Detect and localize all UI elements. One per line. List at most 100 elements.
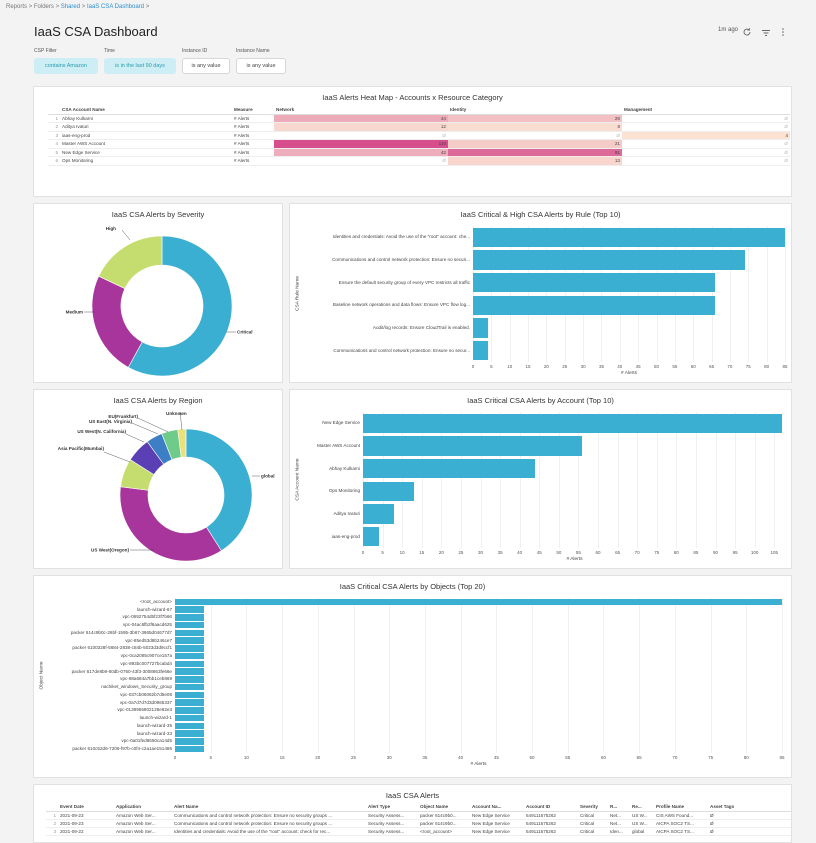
heatmap-col-management[interactable]: Management [622, 105, 790, 115]
bar[interactable] [175, 707, 204, 714]
pie-slice-critical[interactable] [127, 235, 233, 377]
bar[interactable] [473, 318, 488, 338]
bar-category-label: <root_account> [140, 598, 172, 604]
bar[interactable] [473, 295, 716, 315]
alerts-cell: packer 614c9b0... [418, 811, 470, 820]
heatmap-account-name: New Edge Service [60, 148, 232, 157]
bar[interactable] [175, 660, 204, 668]
pie-slice-unknown[interactable] [177, 428, 187, 458]
x-tick-label: 10 [507, 364, 513, 369]
pie-slice-medium[interactable] [91, 275, 143, 368]
bar[interactable] [175, 629, 204, 637]
alerts-cell: packer 614c9b0... [418, 819, 470, 828]
alerts-col-header[interactable]: Account Na... [470, 802, 524, 812]
filter-instance-id[interactable]: is any value [182, 58, 230, 74]
bar[interactable] [175, 699, 204, 706]
pie-leader-line [179, 411, 183, 431]
alerts-cell: AICPA SOC2 TS... [654, 827, 708, 836]
gridline [246, 598, 248, 753]
bar[interactable] [175, 691, 204, 699]
bar-category-label: Master AWS Account [317, 443, 360, 448]
heatmap-col-identity[interactable]: Identity [448, 105, 622, 115]
bar[interactable] [175, 652, 204, 660]
x-tick-label: 80 [673, 550, 679, 555]
bar[interactable] [175, 598, 782, 606]
bar[interactable] [175, 730, 204, 737]
bar[interactable] [363, 413, 783, 433]
bar[interactable] [175, 714, 204, 722]
heatmap-cell-identity: 91 [448, 148, 622, 157]
bar[interactable] [175, 637, 204, 644]
filter-instance-name[interactable]: is any value [236, 58, 286, 74]
alerts-row[interactable]: 2 2021-09-23 Amazon Web Ser... Communicatio… [46, 819, 791, 828]
heatmap-col-measure[interactable]: Measure [232, 105, 274, 115]
alerts-row[interactable]: 3 2021-09-22 Amazon Web Ser... Identities a… [46, 827, 791, 836]
bar[interactable] [175, 745, 204, 753]
bar[interactable] [363, 436, 583, 456]
bar[interactable] [175, 722, 204, 730]
breadcrumb-shared[interactable]: Shared [60, 4, 81, 10]
bar[interactable] [363, 527, 379, 547]
bar[interactable] [363, 504, 395, 524]
bar-category-label: vpc-0a7d7d7d3d0965337 [119, 699, 172, 705]
bar[interactable] [363, 459, 536, 479]
alerts-cell: Amazon Web Ser... [114, 811, 172, 820]
bar-category-label: Abhay Kulkarni [329, 465, 360, 471]
bar[interactable] [175, 606, 204, 613]
pie-slice-high[interactable] [98, 235, 163, 289]
pie-slice-global[interactable] [185, 428, 253, 552]
bar[interactable] [473, 227, 785, 247]
bar[interactable] [363, 481, 414, 501]
breadcrumb-current[interactable]: IaaS CSA Dashboard [86, 4, 145, 10]
alerts-col-header[interactable]: Application [114, 802, 172, 812]
gridline [729, 226, 731, 362]
bar[interactable] [175, 683, 204, 691]
bar[interactable] [175, 614, 204, 621]
alerts-col-header[interactable]: Severity [578, 802, 608, 812]
alerts-col-header[interactable]: Asset Tags [708, 802, 791, 812]
refresh-icon[interactable] [742, 24, 752, 36]
bar[interactable] [175, 645, 204, 652]
alerts-col-header[interactable]: Account ID [524, 802, 578, 812]
breadcrumb-reports[interactable]: Reports [6, 4, 28, 10]
bar[interactable] [175, 621, 204, 629]
pie-leader-line [131, 422, 159, 435]
more-options-icon[interactable] [779, 24, 787, 36]
alerts-col-header[interactable]: Alert Name [172, 802, 366, 812]
bar[interactable] [175, 738, 204, 745]
bar-category-label: vpc-0ca2085c907ce157a [120, 653, 172, 659]
x-tick-label: 35 [497, 550, 503, 555]
x-tick-label: 15 [419, 550, 425, 555]
alerts-row[interactable]: 1 2021-09-23 Amazon Web Ser... Communicatio… [46, 811, 791, 820]
heatmap-col-account[interactable]: CSA Account Name [60, 105, 232, 115]
bar[interactable] [175, 668, 204, 675]
heatmap-col-network[interactable]: Network [274, 105, 448, 115]
bar[interactable] [473, 341, 488, 361]
y-axis-title: CSA Rule Name [295, 276, 301, 311]
bar[interactable] [473, 250, 745, 270]
heatmap-account-name: Aditya Ivaturi [60, 122, 232, 132]
x-tick-label: 105 [770, 550, 778, 555]
bar[interactable] [473, 273, 716, 293]
filter-time[interactable]: is in the last 90 days [104, 58, 176, 74]
alerts-cell: 2021-09-23 [58, 811, 114, 820]
filter-icon[interactable] [761, 25, 771, 36]
alerts-col-header[interactable]: Alert Type [366, 802, 418, 812]
heatmap-cell-network: 12 [274, 122, 448, 132]
alerts-cell: global [630, 827, 654, 836]
alerts-col-header[interactable]: Re... [630, 802, 654, 812]
alerts-cell: New Edge Service [470, 811, 524, 820]
bar[interactable] [175, 676, 204, 683]
severity-pie-tile: IaaS CSA Alerts by Severity Critical Medi… [33, 203, 283, 383]
bar-category-label: vpc-88a684a7bb1ceb869 [120, 676, 172, 682]
filter-csp[interactable]: contains Amazon [34, 58, 98, 74]
objects-bar-chart: <root_account> launch-wizard-67 vpc-069275… [34, 576, 793, 779]
alerts-col-header[interactable]: R... [608, 802, 630, 812]
breadcrumb-folders[interactable]: Folders [33, 4, 54, 10]
alerts-col-header[interactable]: Object Name [418, 802, 470, 812]
heatmap-cell-network: Ø [274, 156, 448, 166]
alerts-col-header[interactable]: Event Date [58, 802, 114, 812]
alerts-col-header[interactable]: Profile Name [654, 802, 708, 812]
pie-slice-us-west-oregon-[interactable] [119, 486, 222, 562]
x-tick-label: 65 [615, 550, 621, 555]
